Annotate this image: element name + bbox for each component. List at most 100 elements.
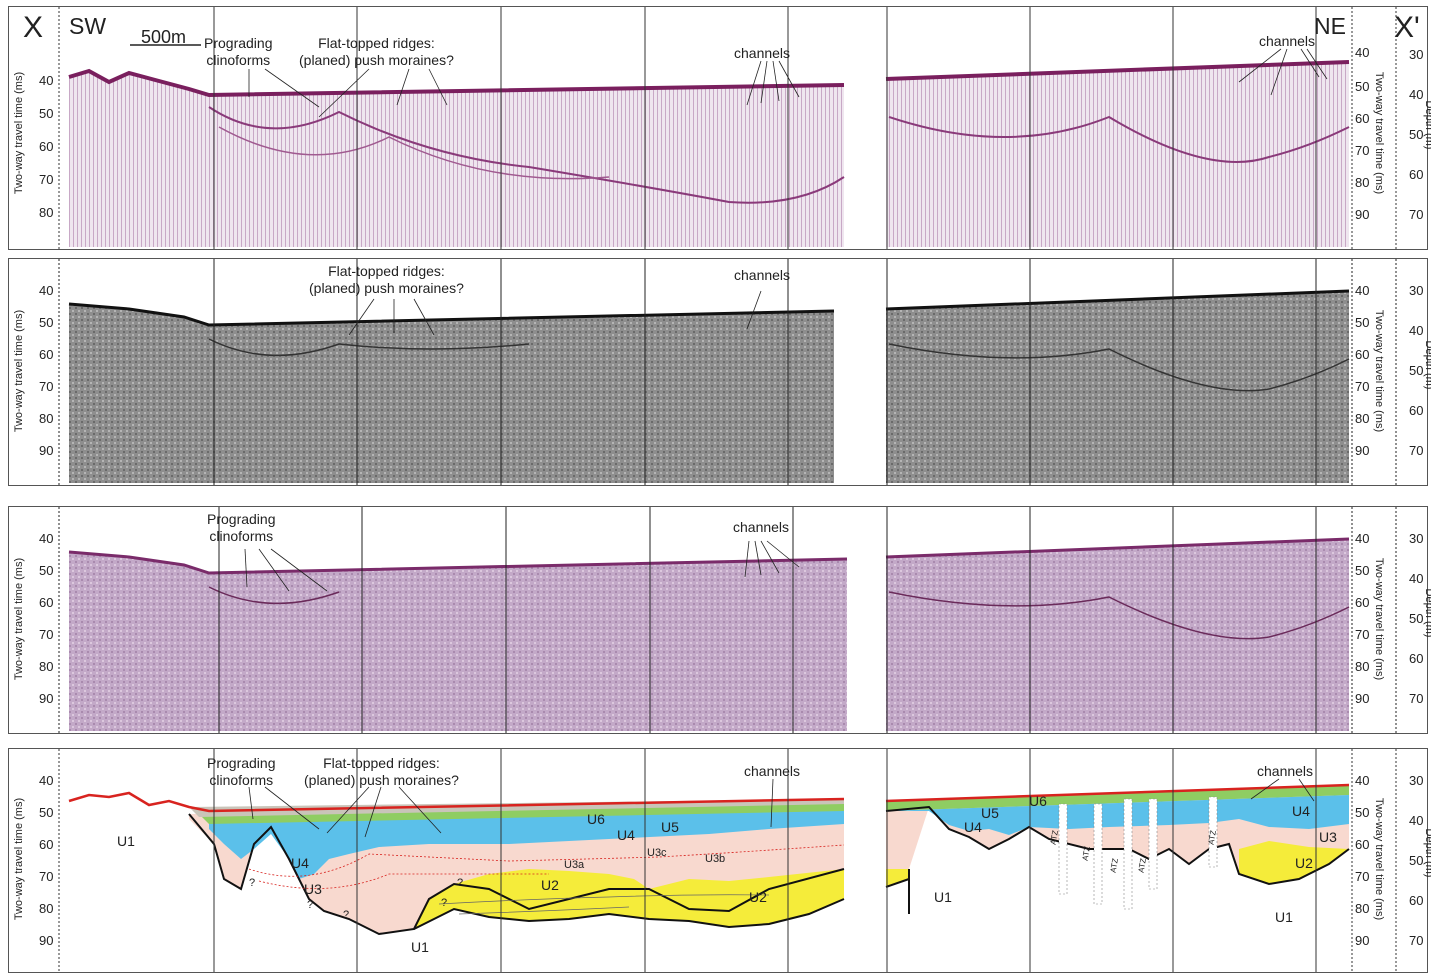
twt-axis-label: Two-way travel time (ms) [13, 557, 25, 681]
depth-tick: 60 [1409, 893, 1424, 908]
unit-label-u4: U4 [617, 827, 635, 843]
uncertain-mark: ? [457, 877, 464, 889]
twt-tick: 40 [39, 283, 54, 298]
depth-tick: 70 [1409, 443, 1424, 458]
unit-label-u1: U1 [934, 889, 952, 905]
annotation-channels: channels [734, 267, 791, 283]
twt-tick: 70 [1355, 869, 1370, 884]
unit-label-u3: U3 [304, 881, 322, 897]
twt-tick: 60 [1355, 347, 1370, 362]
interpretation-panel: Prograding clinoforms Flat-topped ridges… [8, 748, 1431, 973]
twt-tick: 50 [39, 563, 54, 578]
annotation-channels: channels [734, 45, 791, 61]
uncertain-mark: ? [441, 897, 448, 909]
twt-axis-label: Two-way travel time (ms) [13, 71, 25, 195]
twt-tick: 60 [1355, 837, 1370, 852]
depth-tick: 30 [1409, 531, 1424, 546]
unit-label-u1: U1 [117, 833, 135, 849]
unit-label-u2: U2 [1295, 855, 1313, 871]
twt-tick: 90 [1355, 691, 1370, 706]
seismic-panel-3: Prograding clinoforms channels 40 50 60 … [8, 506, 1431, 734]
depth-tick: 70 [1409, 207, 1424, 222]
depth-tick: 50 [1409, 363, 1424, 378]
twt-tick: 50 [1355, 563, 1370, 578]
twt-tick: 90 [1355, 443, 1370, 458]
seismic-panel-1: X SW NE X' 500m Prograding clinoforms Fl… [8, 6, 1431, 250]
depth-tick: 30 [1409, 773, 1424, 788]
unit-label-u4: U4 [291, 855, 309, 871]
depth-tick: 60 [1409, 651, 1424, 666]
twt-tick: 80 [39, 205, 54, 220]
annotation-channels: channels [1259, 33, 1316, 49]
twt-tick: 70 [39, 869, 54, 884]
depth-tick: 40 [1409, 571, 1424, 586]
twt-tick: 40 [1355, 531, 1370, 546]
seismic-panel-2: Flat-topped ridges: (planed) push morain… [8, 258, 1431, 486]
twt-axis-label-right: Two-way travel time (ms) [1373, 557, 1385, 681]
twt-tick: 80 [1355, 175, 1370, 190]
seismic-image-1 [58, 7, 1397, 249]
twt-tick: 60 [39, 347, 54, 362]
twt-tick: 80 [39, 659, 54, 674]
twt-axis-label: Two-way travel time (ms) [13, 309, 25, 433]
depth-tick: 50 [1409, 127, 1424, 142]
unit-label-u5: U5 [661, 819, 679, 835]
depth-axis-label: Depth (m) [1423, 588, 1431, 638]
twt-tick: 50 [39, 106, 54, 121]
annotation-flat-topped-ridges: Flat-topped ridges: (planed) push morain… [309, 263, 464, 296]
twt-tick: 60 [39, 837, 54, 852]
depth-tick: 40 [1409, 813, 1424, 828]
depth-tick: 70 [1409, 933, 1424, 948]
depth-tick: 30 [1409, 47, 1424, 62]
unit-label-u1: U1 [411, 939, 429, 955]
twt-tick: 40 [39, 531, 54, 546]
depth-tick: 70 [1409, 691, 1424, 706]
interpretation-drawing [58, 749, 1397, 972]
annotation-channels: channels [1257, 763, 1314, 779]
depth-axis-label: Depth (m) [1423, 100, 1431, 150]
unit-label-u3: U3 [1319, 829, 1337, 845]
twt-tick: 80 [39, 901, 54, 916]
depth-tick: 40 [1409, 323, 1424, 338]
twt-tick: 80 [1355, 411, 1370, 426]
twt-tick: 50 [1355, 805, 1370, 820]
scale-bar-label: 500m [141, 27, 187, 47]
unit-label-u3c: U3c [647, 847, 667, 859]
seismic-image-2 [58, 259, 1397, 485]
uncertain-mark: ? [249, 877, 256, 889]
depth-axis-label: Depth (m) [1423, 340, 1431, 390]
twt-tick: 90 [1355, 207, 1370, 222]
direction-ne: NE [1314, 13, 1346, 39]
annotation-channels: channels [744, 763, 801, 779]
unit-label-u2: U2 [749, 889, 767, 905]
unit-label-u3a: U3a [564, 859, 585, 871]
unit-label-u2: U2 [541, 877, 559, 893]
twt-axis-label-right: Two-way travel time (ms) [1373, 797, 1385, 921]
end-label-x: X [23, 11, 44, 44]
twt-tick: 40 [1355, 283, 1370, 298]
annotation-prograding-clinoforms: Prograding clinoforms [207, 511, 276, 544]
twt-tick: 90 [39, 443, 54, 458]
direction-sw: SW [69, 13, 107, 39]
depth-tick: 50 [1409, 611, 1424, 626]
unit-label-u1: U1 [1275, 909, 1293, 925]
twt-tick: 60 [1355, 595, 1370, 610]
seismic-image-3 [58, 507, 1397, 733]
twt-tick: 60 [39, 139, 54, 154]
twt-tick: 50 [39, 315, 54, 330]
twt-tick: 40 [1355, 45, 1370, 60]
twt-tick: 70 [1355, 143, 1370, 158]
unit-label-u6: U6 [1029, 793, 1047, 809]
depth-tick: 40 [1409, 87, 1424, 102]
twt-tick: 80 [1355, 659, 1370, 674]
twt-axis-label-right: Two-way travel time (ms) [1373, 309, 1385, 433]
annotation-flat-topped-ridges: Flat-topped ridges: (planed) push morain… [299, 35, 454, 68]
unit-label-u6: U6 [587, 811, 605, 827]
twt-axis-label-right: Two-way travel time (ms) [1373, 71, 1385, 195]
twt-tick: 90 [1355, 933, 1370, 948]
twt-tick: 70 [39, 627, 54, 642]
unit-label-u3b: U3b [705, 853, 726, 865]
twt-axis-label: Two-way travel time (ms) [13, 797, 25, 921]
depth-tick: 60 [1409, 167, 1424, 182]
twt-tick: 90 [39, 691, 54, 706]
